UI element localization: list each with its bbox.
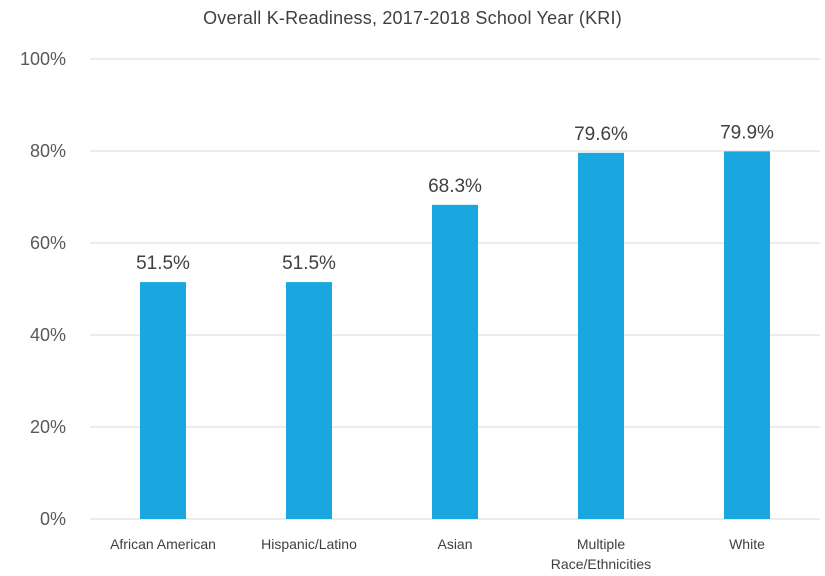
bar: [432, 204, 478, 519]
x-category-label: Asian: [437, 536, 472, 552]
bar: [286, 282, 332, 519]
x-category-label: Multiple: [577, 536, 625, 552]
bars: [140, 151, 770, 519]
data-label: 79.9%: [720, 122, 774, 143]
y-axis-tick-labels: 0% 20% 40% 60% 80% 100%: [20, 49, 66, 529]
data-label: 51.5%: [282, 253, 336, 274]
bar: [140, 282, 186, 519]
y-tick-label: 20%: [30, 417, 66, 437]
y-tick-label: 80%: [30, 141, 66, 161]
x-category-label: White: [729, 536, 765, 552]
y-tick-label: 100%: [20, 49, 66, 69]
x-category-label: Race/Ethnicities: [551, 556, 651, 572]
x-category-label: Hispanic/Latino: [261, 536, 357, 552]
data-label: 68.3%: [428, 176, 482, 197]
data-labels: 51.5% 51.5% 68.3% 79.6% 79.9%: [136, 122, 774, 274]
bar: [578, 152, 624, 519]
chart-title: Overall K-Readiness, 2017-2018 School Ye…: [203, 8, 622, 28]
y-tick-label: 60%: [30, 233, 66, 253]
bar: [724, 151, 770, 519]
data-label: 79.6%: [574, 124, 628, 145]
x-axis-category-labels: African American Hispanic/Latino Asian Mult…: [110, 536, 765, 572]
y-tick-label: 40%: [30, 325, 66, 345]
data-label: 51.5%: [136, 253, 190, 274]
y-tick-label: 0%: [40, 509, 66, 529]
x-category-label: African American: [110, 536, 216, 552]
